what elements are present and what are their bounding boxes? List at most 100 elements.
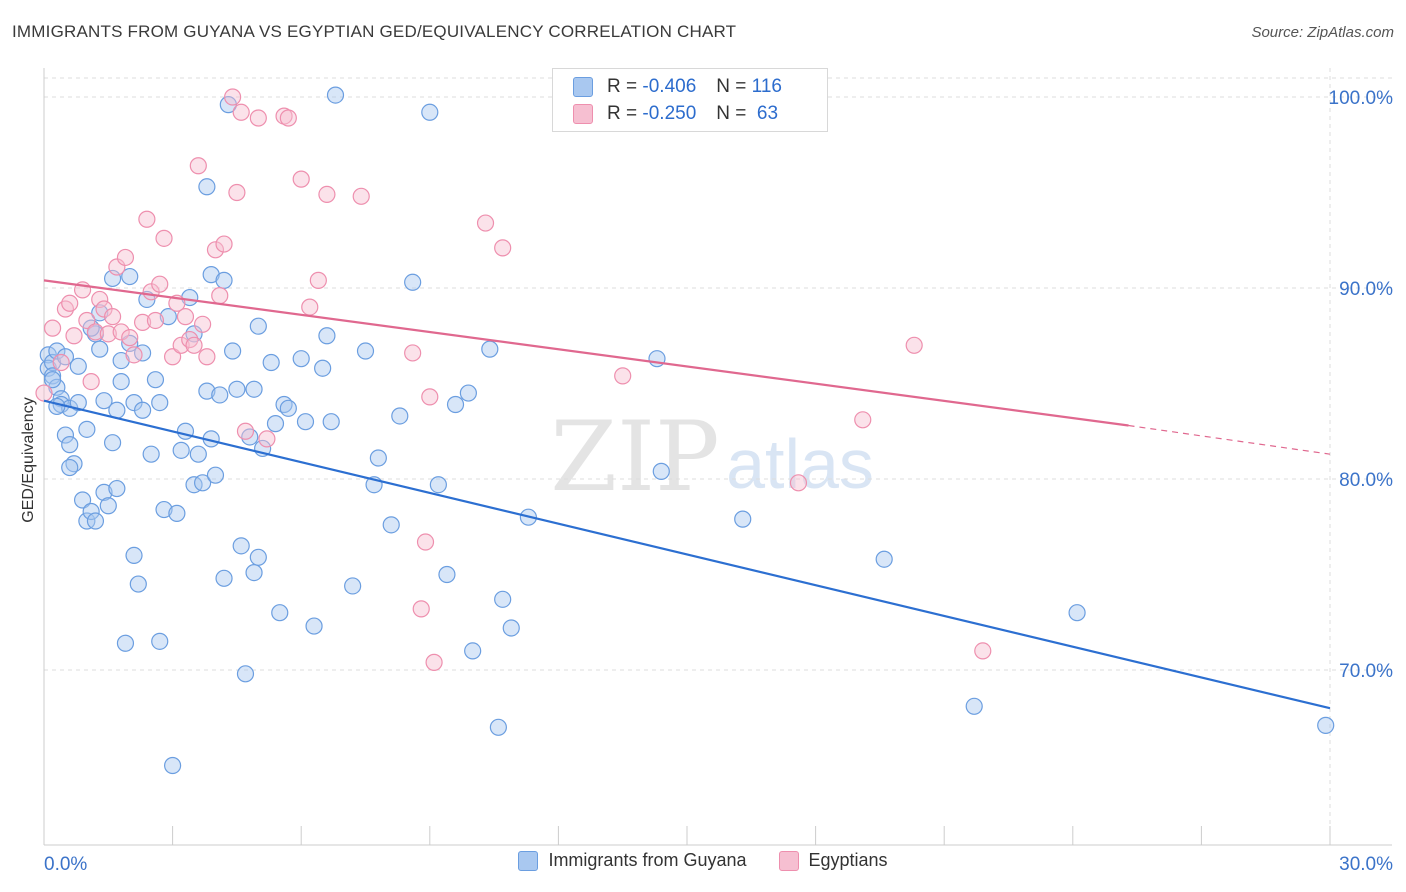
guyana-point: [318, 327, 336, 345]
legend-swatch-guyana: [518, 850, 539, 871]
guyana-point: [438, 565, 456, 584]
guyana-point: [494, 590, 512, 608]
y-tick-labels: 100.0% 90.0% 80.0% 70.0%: [1329, 88, 1394, 682]
egyptians-point: [614, 367, 632, 385]
x-tick-label: 30.0%: [1339, 854, 1393, 875]
egyptians-point: [185, 336, 203, 354]
guyana-point: [459, 384, 477, 402]
egyptians-point: [425, 653, 443, 671]
egyptians-point: [151, 275, 169, 293]
chart-title: IMMIGRANTS FROM GUYANA VS EGYPTIAN GED/E…: [12, 22, 737, 41]
guyana-point: [91, 340, 109, 358]
egyptians-point: [189, 157, 207, 175]
egyptians-point: [421, 388, 439, 406]
guyana-point: [168, 504, 186, 522]
guyana-point: [314, 359, 332, 377]
egyptians-point: [155, 229, 173, 247]
guyana-trend-line: [43, 399, 1331, 710]
egyptians-point: [61, 294, 79, 312]
guyana-point: [648, 350, 666, 368]
guyana-point: [262, 353, 280, 372]
guyana-point: [116, 634, 135, 652]
y-tick-label: 70.0%: [1339, 661, 1393, 682]
egyptians-point: [194, 315, 212, 333]
egyptians-point: [52, 353, 70, 372]
egyptians-point: [258, 430, 276, 448]
guyana-point: [155, 500, 173, 519]
y-tick-label: 100.0%: [1329, 88, 1394, 109]
stats-n-label: N =: [716, 76, 747, 97]
egyptians-point: [249, 109, 267, 127]
guyana-point: [404, 273, 422, 291]
stats-r-label: R =: [607, 103, 638, 124]
egyptians-point: [224, 88, 242, 106]
guyana-point: [305, 617, 323, 635]
guyana-point: [344, 577, 362, 595]
guyana-point: [95, 392, 113, 410]
guyana-point: [271, 604, 289, 622]
guyana-point: [245, 563, 263, 582]
egyptians-point: [974, 642, 992, 660]
legend-item-guyana[interactable]: Immigrants from Guyana: [518, 850, 747, 871]
y-tick-label: 80.0%: [1339, 470, 1393, 491]
egyptians-trend-line: [43, 279, 1129, 427]
egyptians-point: [103, 308, 122, 326]
x-tick-label: 0.0%: [44, 854, 87, 875]
egyptians-point: [292, 170, 310, 188]
axes: [43, 68, 1392, 846]
egyptians-point: [228, 183, 246, 202]
egyptians-point: [789, 474, 808, 492]
egyptians-point: [198, 348, 216, 366]
stats-swatch-egyptians: [573, 104, 593, 124]
guyana-point: [489, 718, 507, 736]
egyptians-point: [164, 348, 182, 366]
guyana-point: [1068, 604, 1086, 622]
egyptians-point: [176, 308, 195, 326]
legend-item-egyptians[interactable]: Egyptians: [778, 850, 888, 871]
guyana-point: [164, 756, 182, 775]
egyptians-point: [121, 329, 139, 347]
guyana-point: [172, 441, 190, 459]
guyana-point: [146, 371, 165, 389]
egyptians-point: [125, 346, 143, 364]
egyptians-point: [352, 187, 370, 205]
y-axis-label: GED/Equivalency: [20, 397, 37, 522]
guyana-point: [734, 510, 752, 528]
egyptians-point: [211, 287, 229, 305]
egyptians-point: [232, 103, 250, 121]
egyptians-point: [318, 185, 336, 204]
egyptians-point: [108, 258, 126, 276]
guyana-point: [73, 491, 92, 509]
egyptians-point: [82, 372, 100, 391]
source-label: Source: ZipAtlas.com: [1251, 24, 1394, 41]
watermark-zip: ZIP: [550, 401, 719, 513]
guyana-point: [198, 382, 216, 400]
egyptians-point: [146, 311, 165, 330]
guyana-point: [61, 436, 79, 454]
guyana-point: [56, 426, 75, 444]
stats-r-value: -0.250: [642, 103, 697, 124]
guyana-point: [322, 413, 340, 431]
egyptians-point: [86, 323, 105, 341]
guyana-point: [69, 357, 87, 375]
guyana-point: [224, 342, 242, 360]
guyana-point: [198, 178, 216, 196]
guyana-point: [266, 415, 285, 433]
guyana-point: [86, 512, 105, 530]
y-tick-label: 90.0%: [1339, 279, 1393, 300]
stats-row-egyptians: R = -0.250 N = 63: [573, 103, 778, 125]
guyana-point: [245, 380, 263, 398]
egyptians-point: [412, 600, 430, 618]
guyana-point: [151, 394, 169, 412]
egyptians-point: [215, 235, 233, 253]
guyana-point: [43, 371, 62, 389]
stats-n-value: 116: [751, 76, 782, 97]
egyptians-point: [309, 271, 327, 289]
guyana-point: [69, 394, 87, 412]
watermark: ZIP atlas: [550, 401, 874, 513]
egyptians-point: [279, 109, 297, 127]
stats-legend: R = -0.406 N = 116 R = -0.250 N = 63: [552, 68, 828, 132]
egyptians-point: [206, 241, 225, 259]
egyptians-point: [236, 422, 255, 440]
